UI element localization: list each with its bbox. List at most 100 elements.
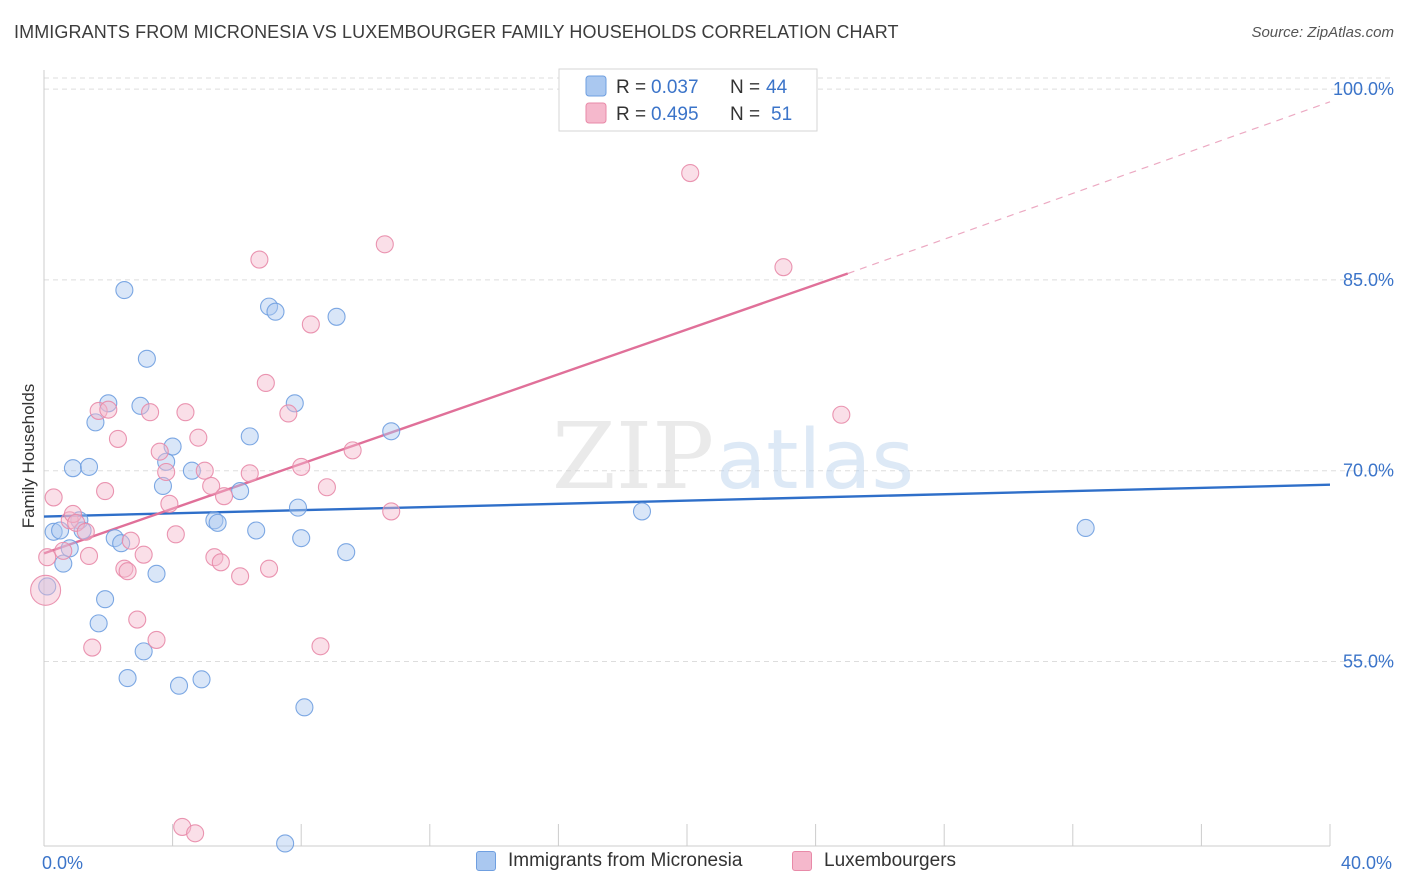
point-pink-33 [214, 487, 234, 506]
point-pink-24 [166, 525, 185, 544]
point-blue-42 [632, 502, 652, 521]
point-blue-1 [44, 522, 63, 541]
point-blue-22 [157, 452, 176, 471]
point-blue-28 [208, 513, 227, 532]
y-tick-label-2: 85.0% [1343, 270, 1394, 290]
point-pink-32 [211, 553, 230, 572]
point-pink-38 [259, 559, 279, 578]
point-blue-33 [266, 302, 285, 321]
point-blue-37 [292, 529, 311, 548]
point-pink-35 [240, 464, 259, 483]
point-blue-25 [182, 461, 201, 480]
legend-blue-r-label: R = [616, 77, 646, 98]
point-blue-9 [86, 413, 105, 432]
point-pink-46 [382, 502, 401, 521]
point-pink-37 [256, 373, 275, 392]
point-blue-20 [147, 564, 166, 583]
data-points [30, 163, 1095, 853]
point-blue-31 [247, 521, 266, 540]
legend-pink-swatch [585, 102, 607, 124]
legend-blue-n-label: N = [730, 77, 760, 98]
point-blue-3 [54, 554, 73, 573]
point-pink-0 [30, 574, 62, 606]
legend-blue-swatch [585, 75, 607, 97]
point-pink-42 [311, 637, 330, 656]
y-tick-label-3: 100.0% [1333, 79, 1394, 99]
point-blue-43 [1076, 518, 1095, 538]
point-pink-2 [44, 488, 63, 507]
point-blue-15 [115, 281, 134, 300]
point-pink-11 [96, 482, 115, 501]
point-blue-16 [118, 669, 137, 688]
point-pink-26 [176, 403, 195, 422]
point-pink-3 [54, 541, 73, 560]
x-tick-label-0: 0.0% [42, 853, 83, 873]
point-pink-23 [160, 494, 179, 513]
point-blue-39 [327, 307, 346, 326]
point-pink-14 [115, 559, 134, 578]
legend-pink-r-value: 0.495 [651, 104, 699, 125]
point-pink-27 [186, 824, 205, 843]
point-pink-39 [279, 404, 298, 423]
y-tick-label-1: 70.0% [1343, 461, 1394, 481]
point-pink-7 [76, 522, 95, 541]
point-blue-27 [205, 511, 224, 530]
legend-pink-n-label: N = [730, 104, 760, 125]
point-blue-18 [134, 642, 153, 661]
axes [43, 70, 1331, 847]
y-tick-label-0: 55.0% [1343, 652, 1394, 672]
y-axis-label: Family Households [19, 384, 38, 529]
legend-bottom-pink-label: Luxembourgers [824, 850, 957, 871]
point-pink-12 [99, 400, 118, 419]
point-blue-35 [285, 394, 304, 413]
point-pink-40 [292, 457, 311, 476]
point-blue-24 [169, 676, 189, 695]
point-blue-11 [96, 590, 115, 609]
legend-bottom-blue-swatch [476, 851, 496, 871]
watermark-zip: ZIP [552, 403, 714, 510]
point-pink-28 [189, 428, 208, 447]
legend-top: R = 0.037 N = 44 R = 0.495 N = 51 [558, 68, 818, 132]
point-pink-8 [79, 546, 99, 566]
point-pink-16 [121, 531, 140, 550]
point-blue-38 [295, 698, 314, 717]
point-pink-49 [832, 405, 851, 424]
point-pink-9 [83, 638, 102, 657]
point-pink-36 [250, 250, 269, 269]
point-blue-34 [276, 834, 295, 853]
legend-pink-n-value: 51 [771, 104, 792, 125]
point-blue-26 [192, 670, 211, 689]
point-pink-20 [147, 630, 166, 649]
legend-bottom-pink-swatch [792, 851, 812, 871]
point-pink-17 [128, 610, 147, 629]
point-pink-1 [38, 548, 57, 567]
point-pink-29 [195, 461, 214, 480]
point-pink-10 [89, 401, 108, 420]
chart-title: IMMIGRANTS FROM MICRONESIA VS LUXEMBOURG… [14, 22, 899, 42]
x-tick-labels: 0.0% 40.0% [42, 853, 1392, 873]
point-blue-10 [89, 614, 108, 633]
point-pink-41 [301, 315, 320, 334]
point-pink-30 [202, 476, 221, 496]
chart-source: Source: ZipAtlas.com [1251, 24, 1394, 41]
point-blue-41 [382, 422, 401, 441]
legend-blue-n-value: 44 [766, 77, 788, 98]
watermark: ZIP atlas [552, 403, 914, 510]
point-blue-40 [337, 543, 356, 562]
point-blue-29 [231, 482, 250, 501]
point-pink-13 [108, 429, 127, 448]
trend-line-pink [43, 272, 849, 555]
point-pink-48 [774, 258, 793, 277]
legend-bottom-pink: Luxembourgers [792, 850, 956, 872]
legend-bottom-blue: Immigrants from Micronesia [476, 850, 742, 872]
point-blue-17 [131, 396, 150, 415]
trend-line-blue [43, 483, 1331, 518]
point-blue-21 [153, 476, 173, 496]
point-blue-12 [99, 394, 118, 413]
point-pink-22 [157, 462, 176, 482]
point-blue-19 [137, 349, 156, 368]
trend-extension-pink [847, 101, 1331, 275]
point-pink-34 [231, 567, 250, 586]
watermark-atlas: atlas [716, 413, 914, 508]
